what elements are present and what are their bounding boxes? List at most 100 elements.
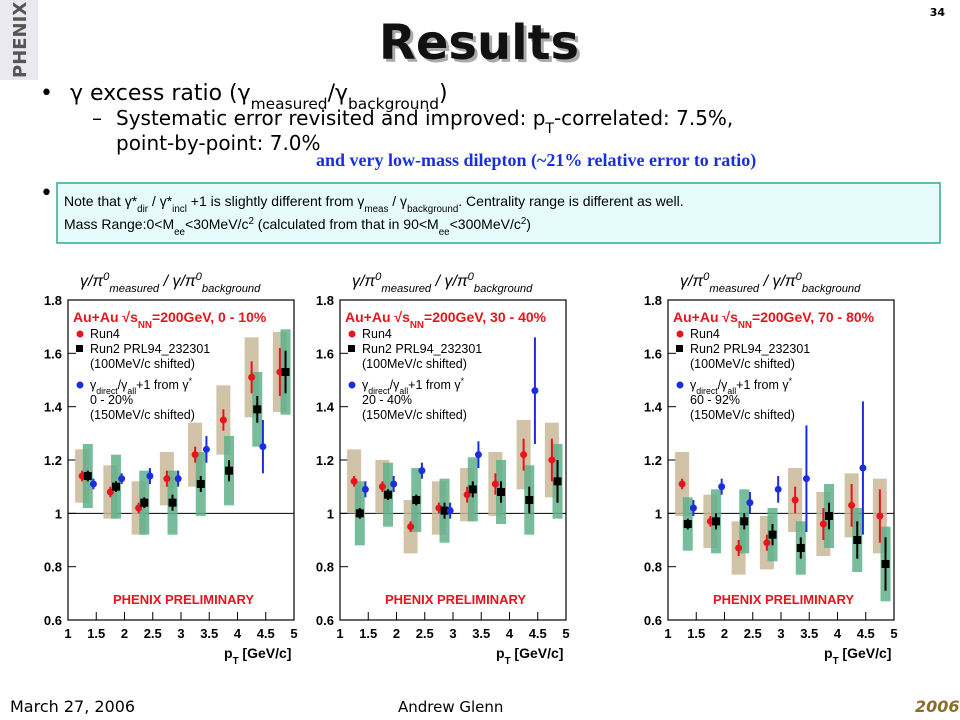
point <box>553 477 562 486</box>
legend-marker <box>348 381 356 389</box>
y-tick-label: 1.2 <box>316 453 334 468</box>
text-part: -correlated: 7.5%, <box>554 106 733 130</box>
text-part: dir <box>137 204 149 215</box>
text-part: =200GeV, 0 - 10% <box>152 309 267 325</box>
text-part: 0 <box>703 271 710 283</box>
y-tick-label: 1.4 <box>316 400 335 415</box>
legend-marker <box>348 345 355 352</box>
text-part: /γ <box>328 81 348 106</box>
y-tick-label: 1.4 <box>644 400 663 415</box>
x-tick-label: 2.5 <box>416 626 434 641</box>
date: March 27, 2006 <box>10 697 135 716</box>
x-tick-label: 1 <box>336 626 343 641</box>
text-part: 2 <box>248 216 253 227</box>
text-part: measured <box>381 283 432 295</box>
x-tick-label: 1 <box>64 626 71 641</box>
legend-label: Run2 PRL94_232301 <box>90 342 210 356</box>
legend-label: Run4 <box>362 327 392 341</box>
point <box>446 507 454 515</box>
annotation: and very low-mass dilepton (~21% relativ… <box>316 150 756 171</box>
x-tick-label: 3 <box>449 626 456 641</box>
point <box>491 480 499 488</box>
dash: – <box>92 106 102 130</box>
bullet: • <box>40 81 53 106</box>
text-part: measured <box>251 95 328 113</box>
text-part: [GeV/c] <box>839 645 892 661</box>
text-part: γ excess ratio (γ <box>70 81 251 106</box>
x-axis-label: pT [GeV/c] <box>496 645 563 667</box>
point <box>202 445 210 453</box>
y-tick-label: 1.6 <box>644 346 662 361</box>
x-tick-label: 1 <box>664 626 671 641</box>
text-part: 2 <box>521 216 526 227</box>
annotation: PHENIX PRELIMINARY <box>713 592 854 607</box>
text-part: / γ/π <box>431 273 468 290</box>
text-part: 0 <box>196 271 203 283</box>
text-part: <30MeV/c <box>185 216 248 232</box>
point <box>689 504 697 512</box>
y-tick-label: 1.8 <box>44 293 62 308</box>
x-tick-label: 2.5 <box>144 626 162 641</box>
text-part: ) <box>526 216 531 232</box>
legend-note: (150MeV/c shifted) <box>362 408 467 422</box>
author: Andrew Glenn <box>398 698 503 716</box>
point <box>196 480 205 488</box>
point <box>253 405 262 414</box>
point <box>531 387 539 395</box>
text-part: =200GeV, 30 - 40% <box>424 309 547 325</box>
x-axis-label: pT [GeV/c] <box>224 645 291 667</box>
text-part: Mass Range:0<M <box>64 216 174 232</box>
text-part: * <box>789 376 793 386</box>
x-tick-label: 1.5 <box>359 626 377 641</box>
text-part: NN <box>138 320 152 331</box>
point <box>146 472 154 480</box>
text-part: T <box>505 656 511 667</box>
point <box>825 512 834 520</box>
point <box>281 368 290 376</box>
legend-label: Run4 <box>690 327 720 341</box>
text-part: p <box>824 645 833 661</box>
chart-title: γ/π0measured / γ/π0background <box>680 271 861 295</box>
legend-header: Au+Au √sNN=200GeV, 30 - 40% <box>345 309 547 331</box>
chart-title: γ/π0measured / γ/π0background <box>80 271 261 295</box>
text-part: Note that γ* <box>64 193 138 209</box>
legend-note: (100MeV/c shifted) <box>90 357 195 371</box>
legend-label: γdirect/γall+1 from γ* <box>362 376 465 396</box>
text-part: T <box>544 121 554 137</box>
legend-marker <box>348 330 356 338</box>
text-part: background <box>802 283 861 295</box>
legend-label: Run4 <box>90 327 120 341</box>
x-tick-label: 3.5 <box>800 626 818 641</box>
title-shadow: Results <box>382 18 582 74</box>
y-tick-label: 1 <box>655 506 662 521</box>
x-tick-label: 2 <box>393 626 400 641</box>
point <box>83 472 92 480</box>
text-part: * <box>461 376 465 386</box>
bullet: • <box>40 181 53 206</box>
x-tick-label: 3 <box>777 626 784 641</box>
y-tick-label: 1.8 <box>316 293 334 308</box>
legend-note: (100MeV/c shifted) <box>690 357 795 371</box>
text-part: NN <box>738 320 752 331</box>
legend-label: Run2 PRL94_232301 <box>362 342 482 356</box>
legend-note: (100MeV/c shifted) <box>362 357 467 371</box>
legend-label: γdirect/γall+1 from γ* <box>90 376 193 396</box>
text-part: p <box>496 645 505 661</box>
sub-bullet: Systematic error revisited and improved:… <box>116 106 733 137</box>
text-part: γ <box>90 378 97 392</box>
x-tick-label: 3.5 <box>200 626 218 641</box>
x-tick-label: 1.5 <box>687 626 705 641</box>
text-part: meas <box>364 204 388 215</box>
point <box>746 499 754 507</box>
legend-marker <box>676 381 684 389</box>
x-tick-label: 4.5 <box>257 626 275 641</box>
text-part: measured <box>109 283 160 295</box>
point <box>350 477 358 485</box>
x-tick-label: 4 <box>506 626 514 641</box>
legend-header: Au+Au √sNN=200GeV, 0 - 10% <box>73 309 267 331</box>
annotation: PHENIX PRELIMINARY <box>385 592 526 607</box>
x-tick-label: 3 <box>177 626 184 641</box>
point <box>718 483 726 491</box>
point <box>520 451 528 459</box>
